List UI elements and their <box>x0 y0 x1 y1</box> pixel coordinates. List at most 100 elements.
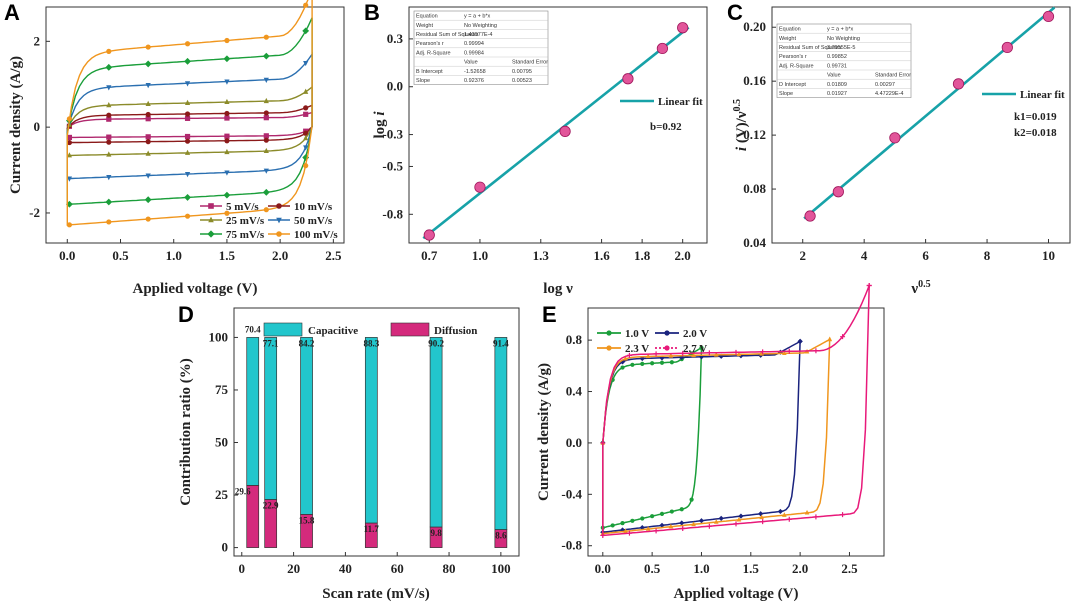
bar-label-capacitive-3: 88.3 <box>363 338 379 348</box>
cv-marker-a-5 <box>106 219 112 225</box>
x-axis-label-e: Applied voltage (V) <box>674 586 799 602</box>
stats-table-cell-b: 0.00523 <box>512 78 532 84</box>
cv-marker-e-2 <box>623 355 628 361</box>
annotation-b: b=0.92 <box>650 121 682 133</box>
cv-marker-e-2 <box>736 516 742 522</box>
cv-marker-e-3 <box>600 532 606 538</box>
cv-curve-e-2 <box>602 338 831 535</box>
y-axis-label-c-i: i <box>734 146 750 151</box>
cv-marker-a-1 <box>224 138 230 144</box>
annotation-c-k2: k2=0.018 <box>1014 127 1057 139</box>
bar-capacitive-4 <box>429 337 443 528</box>
cv-marker-a-0 <box>184 115 191 121</box>
cv-marker-a-4 <box>223 55 231 63</box>
legend-label-e-0: 1.0 V <box>625 328 649 340</box>
cv-marker-a-1 <box>145 111 151 118</box>
stats-table-cell-c: Weight <box>779 36 796 42</box>
y-axis-label-b-log: log <box>372 116 388 139</box>
cv-marker-a-0 <box>224 115 230 121</box>
cv-marker-e-2 <box>759 514 764 520</box>
cv-marker-a-0 <box>145 134 151 140</box>
y-axis-label-c-exp: 0.5 <box>732 99 743 112</box>
cv-marker-a-5 <box>145 216 151 222</box>
panel-d: D 0 20 40 60 80 100 0 25 50 75 100 70.4 29.6 77.1 22.9… <box>178 302 520 602</box>
cv-marker-e-2 <box>623 528 628 534</box>
x-tick-label-c: 6 <box>922 248 929 263</box>
data-point-b <box>559 125 571 137</box>
cv-marker-a-4 <box>302 27 310 35</box>
y-tick-label-b: 0.3 <box>387 31 404 46</box>
cv-marker-a-4 <box>66 200 73 208</box>
cv-marker-a-1 <box>303 130 309 136</box>
cv-marker-a-1 <box>106 139 112 145</box>
legend-marker-a-4 <box>207 230 215 238</box>
bar-label-capacitive-1: 77.1 <box>263 338 279 348</box>
x-tick-label-e: 1.5 <box>743 561 760 576</box>
bar-label-diffusion-5: 8.6 <box>495 531 507 541</box>
cv-marker-a-3 <box>106 85 112 91</box>
cv-marker-e-0 <box>659 511 665 516</box>
cv-marker-a-0 <box>66 134 73 141</box>
plot-frame-b <box>408 6 708 244</box>
legend-marker-e-3 <box>664 345 670 351</box>
cv-marker-e-1 <box>619 359 626 365</box>
cv-marker-e-0 <box>669 360 674 365</box>
cv-marker-a-5 <box>184 41 191 47</box>
y-tick-label-d: 75 <box>215 382 229 397</box>
data-point-b <box>656 42 669 55</box>
stats-table-cell-b: Adj. R-Square <box>416 50 451 56</box>
x-tick-label-b: 0.7 <box>421 248 438 263</box>
stats-table-cell-b: 0.99994 <box>464 41 484 47</box>
cv-marker-a-2 <box>263 97 269 104</box>
x-tick-label-a: 0.0 <box>59 248 75 263</box>
legend-swatch-diffusion <box>390 322 430 337</box>
legend-label-diffusion: Diffusion <box>434 325 477 337</box>
x-tick-label-e: 2.5 <box>841 561 858 576</box>
data-point-c <box>832 186 844 198</box>
x-tick-label-a: 1.5 <box>219 248 236 263</box>
panel-c: C 2 4 6 8 10 0.04 0.08 0.12 0.16 0.20 Equation y = … <box>727 0 1071 297</box>
cv-marker-e-3 <box>813 348 819 354</box>
stats-table-cell-c: 0.99731 <box>827 63 847 69</box>
bar-label-capacitive-2: 84.2 <box>299 338 315 348</box>
stats-table-cell-b: 0.92376 <box>464 78 484 84</box>
cv-marker-e-3 <box>733 349 739 355</box>
y-tick-label-c: 0.12 <box>743 127 766 142</box>
cv-marker-a-3 <box>263 168 269 174</box>
cv-marker-a-3 <box>184 171 191 178</box>
bar-label-diffusion-4: 9.8 <box>430 528 442 538</box>
y-tick-label-b: 0.0 <box>387 79 403 94</box>
y-tick-label-d: 50 <box>215 435 228 450</box>
cv-marker-a-3 <box>106 175 112 181</box>
y-tick-label-c: 0.08 <box>743 181 766 196</box>
bar-capacitive-1 <box>264 337 278 500</box>
cv-marker-a-4 <box>144 196 152 204</box>
cv-marker-a-0 <box>106 116 112 122</box>
panel-b: B 0.7 1.0 1.3 1.6 1.8 2.0 -0.8 -0.5 -0.3 0.0 0.3 Eq… <box>364 0 708 297</box>
legend-label-a-5: 100 mV/s <box>294 229 338 241</box>
y-tick-label-e: 0.8 <box>566 332 583 347</box>
cv-marker-e-1 <box>698 518 705 524</box>
cv-marker-a-5 <box>184 213 191 219</box>
panel-label-e: E <box>542 302 557 327</box>
legend-marker-a-2 <box>208 216 214 223</box>
cv-marker-e-3 <box>626 352 632 358</box>
y-tick-label-d: 0 <box>222 540 229 555</box>
annotation-c-k1: k1=0.019 <box>1014 111 1057 123</box>
cv-marker-a-1 <box>263 137 269 143</box>
cv-marker-e-3 <box>680 350 686 356</box>
stats-table-cell-b: y = a + b*x <box>464 14 491 20</box>
y-tick-label-c: 0.04 <box>743 235 766 250</box>
y-axis-label-b: log i <box>372 111 388 139</box>
data-point-b <box>677 22 689 34</box>
stats-table-cell-b: Standard Error <box>512 60 548 66</box>
x-tick-label-a: 1.0 <box>166 248 182 263</box>
cv-marker-a-3 <box>303 145 309 151</box>
cv-marker-e-3 <box>733 521 739 527</box>
bar-capacitive-5 <box>494 337 508 530</box>
bar-label-diffusion-3: 11.7 <box>364 524 380 534</box>
stats-table-cell-c: 0.99852 <box>827 54 847 60</box>
x-tick-label-b: 1.6 <box>593 248 610 263</box>
legend-marker-e-2 <box>606 345 612 351</box>
